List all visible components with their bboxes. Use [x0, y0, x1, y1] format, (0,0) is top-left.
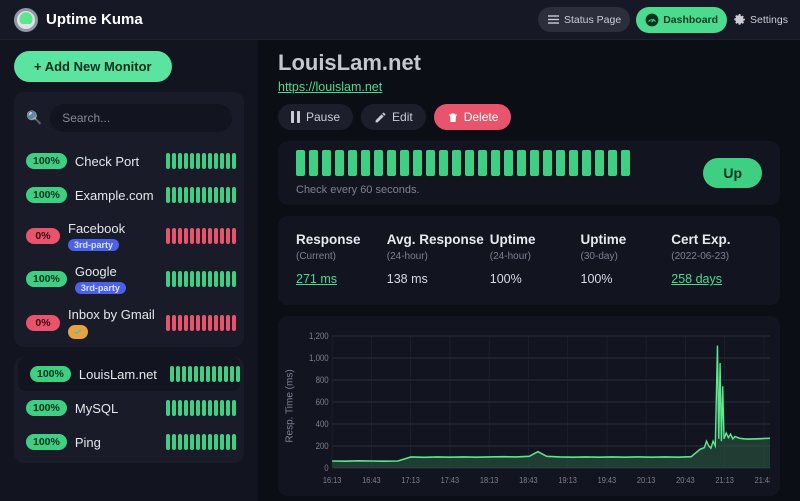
svg-text:17:13: 17:13	[401, 476, 420, 486]
svg-text:20:13: 20:13	[637, 476, 656, 486]
svg-text:1,200: 1,200	[309, 330, 329, 341]
svg-text:21:13: 21:13	[715, 476, 734, 486]
svg-text:21:43: 21:43	[755, 476, 770, 486]
svg-text:800: 800	[316, 374, 329, 385]
svg-text:16:13: 16:13	[323, 476, 342, 486]
svg-text:200: 200	[316, 440, 329, 451]
svg-text:1,000: 1,000	[309, 352, 329, 363]
svg-text:18:43: 18:43	[519, 476, 538, 486]
svg-text:16:43: 16:43	[362, 476, 381, 486]
svg-text:19:13: 19:13	[558, 476, 577, 486]
svg-text:18:13: 18:13	[480, 476, 499, 486]
svg-text:17:43: 17:43	[441, 476, 460, 486]
svg-text:0: 0	[324, 462, 329, 473]
svg-text:600: 600	[316, 396, 329, 407]
svg-text:19:43: 19:43	[598, 476, 617, 486]
svg-text:20:43: 20:43	[676, 476, 695, 486]
svg-text:400: 400	[316, 418, 329, 429]
